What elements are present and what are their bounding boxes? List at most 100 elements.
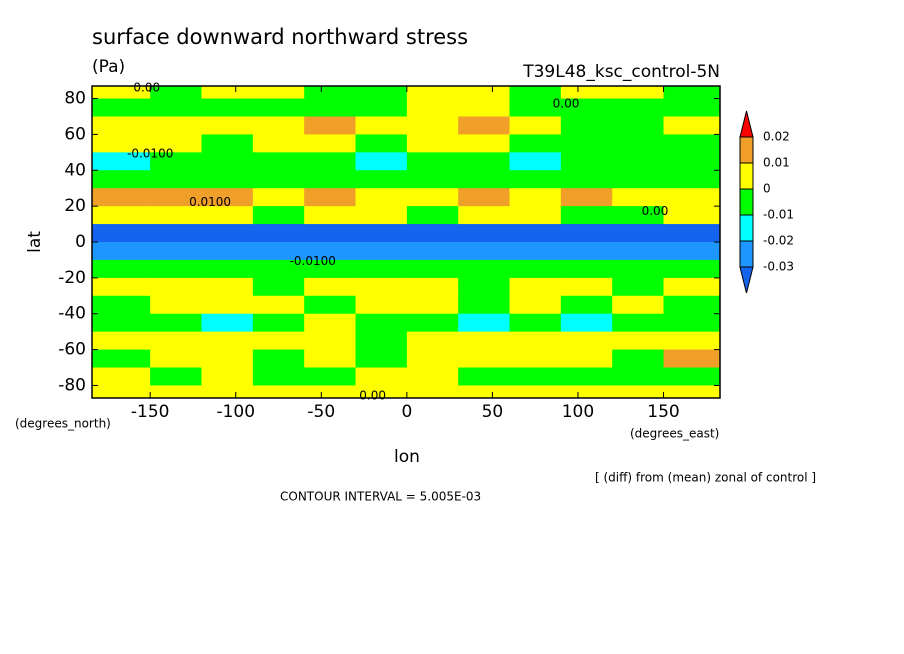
field-cell bbox=[560, 331, 613, 351]
field-cell bbox=[663, 367, 720, 386]
field-cell bbox=[458, 313, 511, 333]
field-cell bbox=[304, 331, 357, 351]
x-tick-label: 150 bbox=[647, 402, 679, 422]
field-cell bbox=[509, 259, 562, 279]
field-cell bbox=[150, 277, 203, 297]
field-cell bbox=[612, 188, 665, 207]
field-cell bbox=[304, 349, 357, 369]
colorbar: -0.03 -0.02 -0.01 0 0.01 0.02 bbox=[739, 110, 794, 294]
field-cell bbox=[458, 349, 511, 369]
y-tick-label: 40 bbox=[64, 160, 86, 180]
field-cell bbox=[304, 170, 357, 189]
field-cell bbox=[92, 385, 151, 398]
colorbar-label: 0.01 bbox=[763, 156, 790, 170]
field-cell bbox=[92, 116, 151, 135]
y-tick-label: 20 bbox=[64, 196, 86, 216]
field-cell bbox=[355, 313, 408, 333]
field-cell bbox=[355, 242, 408, 261]
field-cell bbox=[612, 242, 665, 261]
field-cell bbox=[458, 367, 511, 386]
field-cell bbox=[560, 134, 613, 153]
contour-label: 0.00 bbox=[359, 389, 386, 403]
field-cell bbox=[406, 277, 459, 297]
field-cell bbox=[201, 224, 254, 243]
field-cell bbox=[458, 134, 511, 153]
field-cell bbox=[406, 188, 459, 207]
field-cell bbox=[252, 170, 305, 189]
y-tick-label: -40 bbox=[58, 304, 86, 324]
x-tick-label: 100 bbox=[562, 402, 594, 422]
field-cell bbox=[92, 98, 151, 117]
field-cell bbox=[304, 224, 357, 243]
field-cell bbox=[406, 206, 459, 225]
field-cell bbox=[252, 331, 305, 351]
field-cell bbox=[201, 242, 254, 261]
field-cell bbox=[612, 367, 665, 386]
field-cell bbox=[92, 259, 151, 279]
field-cell bbox=[663, 295, 720, 315]
field-cell bbox=[612, 259, 665, 279]
field-cell bbox=[560, 116, 613, 135]
field-cell bbox=[509, 295, 562, 315]
field-cell bbox=[201, 259, 254, 279]
field-cell bbox=[663, 349, 720, 369]
field-cell bbox=[663, 206, 720, 225]
field-cell bbox=[252, 367, 305, 386]
field-cell bbox=[663, 86, 720, 100]
field-cell bbox=[150, 313, 203, 333]
field-cell bbox=[406, 385, 459, 398]
x-tick-label: -150 bbox=[131, 402, 170, 422]
field-cell bbox=[150, 188, 203, 207]
field-cell bbox=[612, 349, 665, 369]
field-cell bbox=[150, 152, 203, 171]
field-cell bbox=[304, 367, 357, 386]
field-cell bbox=[304, 206, 357, 225]
y-tick-label: -80 bbox=[58, 375, 86, 395]
field-cell bbox=[406, 331, 459, 351]
field-cell bbox=[560, 188, 613, 207]
field-cell bbox=[252, 242, 305, 261]
field-cell bbox=[509, 134, 562, 153]
colorbar-swatch bbox=[739, 162, 754, 190]
field-cell bbox=[560, 224, 613, 243]
field-cell bbox=[509, 242, 562, 261]
field-cell bbox=[252, 134, 305, 153]
field-cell bbox=[612, 116, 665, 135]
field-cell bbox=[304, 242, 357, 261]
field-cell bbox=[252, 98, 305, 117]
contour-label: -0.0100 bbox=[127, 147, 173, 161]
field-cell bbox=[150, 242, 203, 261]
field-cell bbox=[252, 224, 305, 243]
field-cell bbox=[509, 349, 562, 369]
field-cell bbox=[355, 224, 408, 243]
field-cell bbox=[509, 116, 562, 135]
x-tick-label: 50 bbox=[482, 402, 504, 422]
field-cell bbox=[252, 277, 305, 297]
field-cell bbox=[355, 367, 408, 386]
field-cell bbox=[509, 170, 562, 189]
x-unit: (degrees_east) bbox=[630, 427, 719, 441]
field-cell bbox=[201, 188, 254, 207]
field-cell bbox=[509, 188, 562, 207]
colorbar-swatch bbox=[739, 266, 754, 294]
x-tick-label: -100 bbox=[216, 402, 255, 422]
colorbar-label: 0.02 bbox=[763, 130, 790, 144]
field-cell bbox=[406, 224, 459, 243]
field bbox=[92, 86, 720, 398]
field-cell bbox=[458, 206, 511, 225]
field-cell bbox=[355, 331, 408, 351]
field-cell bbox=[458, 242, 511, 261]
field-cell bbox=[201, 134, 254, 153]
chart-title: surface downward northward stress bbox=[92, 25, 468, 49]
field-cell bbox=[406, 313, 459, 333]
field-cell bbox=[663, 277, 720, 297]
field-cell bbox=[355, 295, 408, 315]
field-cell bbox=[355, 259, 408, 279]
field-cell bbox=[458, 259, 511, 279]
field-cell bbox=[304, 152, 357, 171]
field-cell bbox=[612, 224, 665, 243]
field-cell bbox=[92, 224, 151, 243]
field-cell bbox=[201, 313, 254, 333]
field-cell bbox=[304, 134, 357, 153]
field-cell bbox=[150, 259, 203, 279]
